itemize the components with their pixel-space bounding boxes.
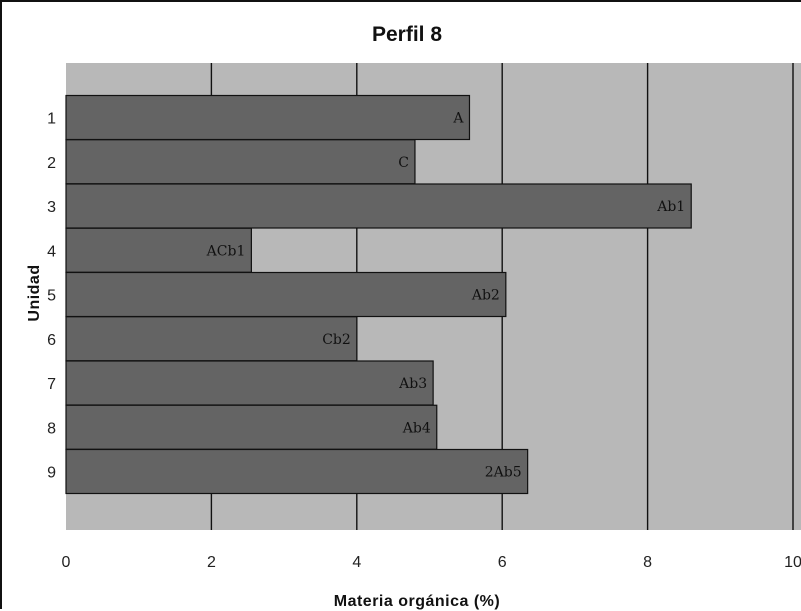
y-tick-labels: 1 2 3 4 5 6 7 8 9 (47, 111, 56, 482)
bar-label: C (398, 155, 409, 171)
x-tick-label: 6 (498, 554, 507, 571)
y-tick-label: 3 (47, 199, 56, 216)
y-tick-label: 4 (47, 243, 56, 260)
bar-label: Ab2 (471, 288, 500, 304)
x-tick-label: 0 (62, 554, 71, 571)
y-tick-label: 5 (47, 288, 56, 305)
bar (65, 448, 529, 495)
y-tick-label: 9 (47, 465, 56, 482)
y-tick-label: 6 (47, 332, 56, 349)
y-tick-label: 8 (47, 420, 56, 437)
bar (65, 316, 358, 362)
y-tick-label: 1 (47, 111, 56, 128)
bar-label: Ab4 (402, 420, 431, 436)
bar (65, 94, 471, 141)
x-tick-labels: 0 2 4 6 8 10 (62, 554, 801, 571)
x-tick-label: 2 (207, 554, 216, 571)
bar (65, 404, 438, 450)
x-tick-label: 4 (352, 554, 361, 571)
x-tick-label: 10 (784, 554, 801, 571)
bar-label: Ab3 (398, 376, 427, 392)
x-tick-label: 8 (643, 554, 652, 571)
bar-label: Ab1 (656, 199, 685, 215)
chart-title: Perfil 8 (372, 23, 442, 46)
x-axis-title: Materia orgánica (%) (334, 593, 500, 610)
bar-label: 2Ab5 (485, 465, 522, 481)
bar (65, 271, 507, 318)
bar-label: A (452, 111, 464, 127)
bar (65, 183, 692, 229)
y-tick-label: 2 (47, 155, 56, 172)
bars (65, 94, 692, 495)
bar (65, 139, 416, 185)
y-axis-title: Unidad (26, 264, 43, 321)
bar (65, 227, 252, 273)
bar-labels: A C Ab1 ACb1 Ab2 Cb2 Ab3 Ab4 2Ab5 (206, 111, 686, 481)
bar-label: ACb1 (206, 243, 246, 259)
bar-label: Cb2 (322, 332, 351, 348)
bar (65, 360, 434, 406)
y-tick-label: 7 (47, 376, 56, 393)
